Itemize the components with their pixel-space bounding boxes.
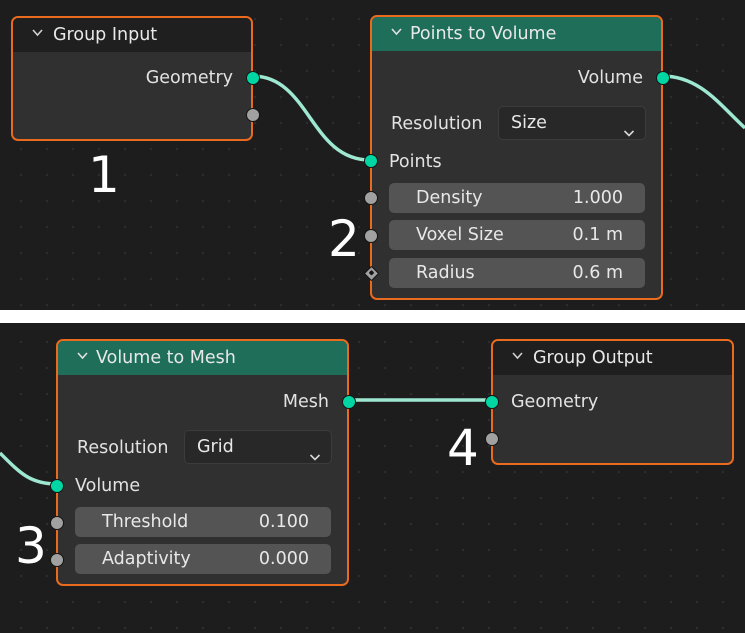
radius-field[interactable]: Radius 0.6 m (389, 258, 645, 288)
step-marker-4: 4 (447, 419, 479, 477)
input-points-socket[interactable] (364, 154, 378, 168)
input-geometry-socket[interactable] (485, 395, 499, 409)
field-value: 0.6 m (572, 263, 623, 283)
node-editor-bottom[interactable]: Volume to Mesh Mesh Resolution Grid Volu… (0, 323, 745, 633)
group-input-node[interactable]: Group Input Geometry (11, 16, 260, 141)
collapse-chevron-icon[interactable] (32, 27, 43, 38)
link-volume-out[interactable] (661, 74, 745, 130)
threshold-field[interactable]: Threshold 0.100 (75, 507, 331, 537)
output-mesh-label: Mesh (282, 392, 329, 412)
output-geometry-label: Geometry (145, 68, 233, 88)
output-mesh-socket[interactable] (342, 395, 356, 409)
node-editor-top[interactable]: Group Input Geometry Points to Volume Vo… (0, 0, 745, 310)
node-title: Points to Volume (410, 24, 557, 44)
group-input-header[interactable]: Group Input (13, 18, 251, 52)
collapse-chevron-icon[interactable] (391, 26, 402, 37)
link-geometry-to-points[interactable] (251, 74, 371, 162)
volume-to-mesh-node[interactable]: Volume to Mesh Mesh Resolution Grid Volu… (50, 339, 356, 586)
dropdown-chevron-icon (623, 118, 635, 137)
adaptivity-field[interactable]: Adaptivity 0.000 (75, 544, 331, 574)
field-name: Threshold (102, 512, 189, 532)
node-links-bottom (0, 398, 492, 486)
collapse-chevron-icon[interactable] (77, 350, 88, 361)
points-to-volume-node[interactable]: Points to Volume Volume Resolution Size … (363, 15, 670, 300)
resolution-label: Resolution (391, 114, 483, 134)
link-volume-in[interactable] (0, 451, 58, 486)
resolution-dropdown[interactable]: Size (498, 106, 646, 140)
field-value: 0.100 (258, 512, 309, 532)
output-volume-label: Volume (577, 68, 643, 88)
volume-to-mesh-header[interactable]: Volume to Mesh (58, 341, 347, 375)
voxel-size-field[interactable]: Voxel Size 0.1 m (389, 220, 645, 250)
field-name: Adaptivity (102, 549, 191, 569)
density-field[interactable]: Density 1.000 (389, 183, 645, 213)
step-marker-1: 1 (88, 146, 120, 204)
field-value: 0.1 m (572, 225, 623, 245)
input-volume-socket[interactable] (50, 479, 64, 493)
node-title: Group Output (533, 348, 653, 368)
output-geometry-socket[interactable] (246, 71, 260, 85)
group-output-node[interactable]: Group Output Geometry (485, 339, 734, 465)
field-name: Radius (416, 263, 475, 283)
resolution-label: Resolution (77, 438, 169, 458)
voxel-size-socket[interactable] (364, 229, 378, 243)
field-value: 1.000 (572, 188, 623, 208)
step-marker-2: 2 (328, 210, 360, 268)
input-geometry-label: Geometry (511, 392, 599, 412)
input-points-label: Points (389, 152, 442, 172)
input-volume-label: Volume (75, 476, 141, 496)
step-marker-3: 3 (15, 517, 47, 575)
field-name: Voxel Size (416, 225, 504, 245)
resolution-value: Size (511, 113, 547, 133)
node-title: Volume to Mesh (96, 348, 236, 368)
points-to-volume-header[interactable]: Points to Volume (372, 17, 661, 51)
empty-output-socket[interactable] (246, 108, 260, 122)
node-title: Group Input (53, 25, 158, 45)
field-name: Density (416, 188, 483, 208)
empty-input-socket[interactable] (485, 432, 499, 446)
collapse-chevron-icon[interactable] (512, 350, 523, 361)
node-links-top (251, 74, 745, 162)
dropdown-chevron-icon (309, 442, 321, 461)
output-volume-socket[interactable] (656, 71, 670, 85)
field-value: 0.000 (258, 549, 309, 569)
threshold-socket[interactable] (50, 516, 64, 530)
group-output-header[interactable]: Group Output (493, 341, 732, 375)
density-socket[interactable] (364, 191, 378, 205)
resolution-dropdown[interactable]: Grid (184, 430, 332, 464)
resolution-value: Grid (197, 437, 234, 457)
adaptivity-socket[interactable] (50, 553, 64, 567)
